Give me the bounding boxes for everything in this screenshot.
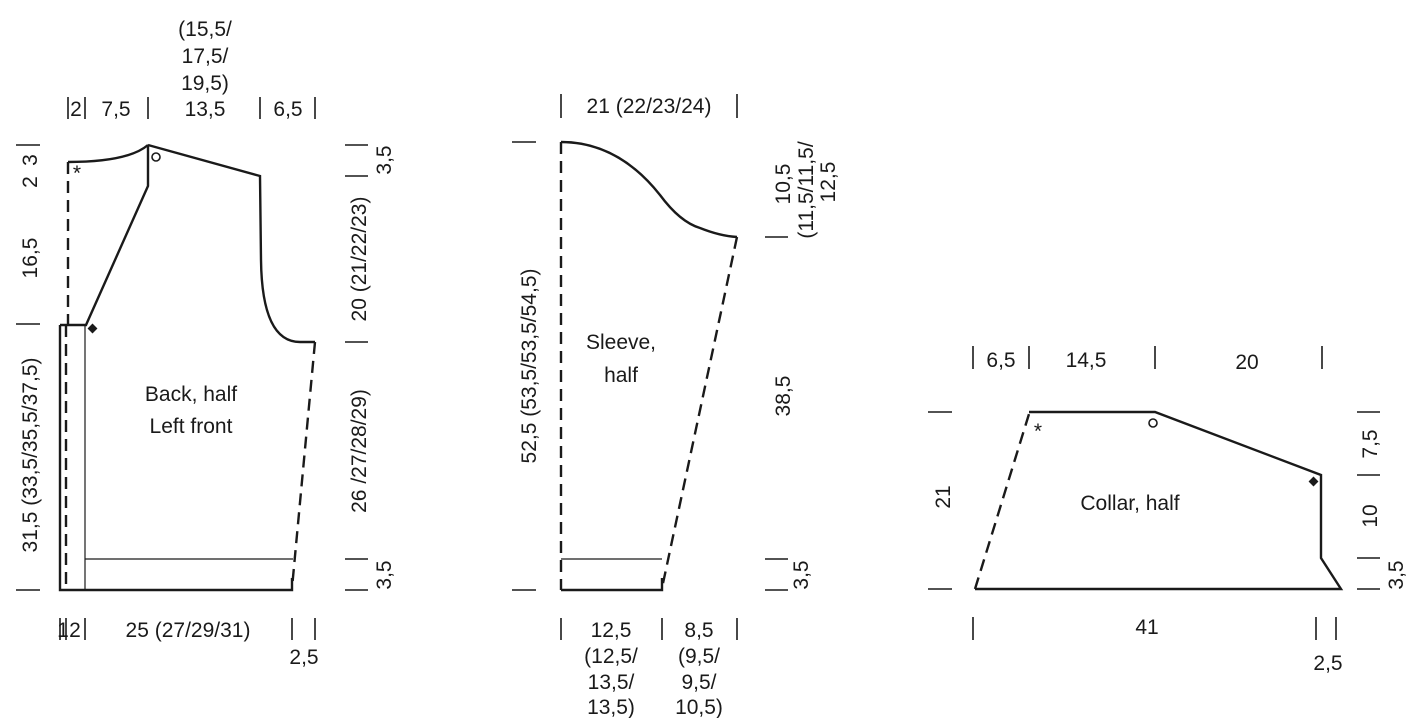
body-top-dim-neck-alt-1: (15,5/ (178, 18, 232, 41)
sleeve-bottom-dim-right-1: 8,5 (684, 619, 713, 642)
sleeve-bottom-edge (561, 578, 664, 592)
sleeve-bottom-dim-left-3: 13,5/ (588, 671, 635, 694)
sleeve-bottom-dim-left-2: (12,5/ (584, 645, 638, 668)
body-top-dim-neck: 13,5 (185, 98, 226, 121)
sleeve-right-dim-cap-alt-1: (11,5/11,5/ (795, 141, 818, 238)
body-circle-marker (151, 152, 161, 162)
sleeve-bottom-dim-left-1: 12,5 (591, 619, 632, 642)
collar-right-dim-lower: 3,5 (1385, 560, 1408, 589)
collar-circle-marker (1148, 418, 1158, 428)
body-bottom-dim-width: 25 (27/29/31) (126, 619, 251, 642)
body-bottom-edge (58, 325, 294, 592)
body-bottom-dim-side: 2,5 (289, 646, 318, 669)
body-bottom-dim-band: 1 (57, 619, 69, 642)
body-label-line-2: Left front (150, 415, 233, 438)
body-right-dim-armhole: 20 (21/22/23) (348, 197, 371, 322)
collar-top-dim-a: 6,5 (986, 349, 1015, 372)
body-side-seam (290, 341, 317, 589)
body-right-dim-rib: 3,5 (373, 560, 396, 589)
collar-right-dim-upper: 7,5 (1359, 429, 1382, 458)
body-bottom-ticks (59, 618, 316, 640)
body-top-dim-narrow: 2 (70, 98, 82, 121)
body-left-dim-neck-drop: 3 (19, 154, 42, 166)
body-left-dim-length: 31,5 (33,5/35,5/37,5) (19, 358, 42, 553)
sleeve-top-dim: 21 (22/23/24) (587, 95, 712, 118)
body-top-dim-shoulder: 7,5 (101, 98, 130, 121)
sleeve-bottom-dim-right-3: 9,5/ (681, 671, 716, 694)
sleeve-cap (560, 140, 738, 239)
body-label-line-1: Back, half (145, 383, 237, 406)
sleeve-label-line-1: Sleeve, (586, 331, 656, 354)
body-left-ticks (16, 144, 40, 591)
body-right-dim-side: 26 /27/28/29) (348, 389, 371, 513)
sleeve-right-dim-cap: 10,5 (772, 164, 795, 205)
body-top-ticks (67, 97, 316, 119)
body-diamond-marker (87, 323, 98, 334)
collar-outline (975, 410, 1344, 591)
body-left-dim-neck-narrow: 2 (19, 176, 42, 188)
sleeve-left-dim: 52,5 (53,5/53,5/54,5) (518, 269, 541, 464)
body-right-ticks (345, 144, 368, 591)
sleeve-bottom-dim-right-2: (9,5/ (678, 645, 720, 668)
collar-left-dim: 21 (932, 485, 955, 508)
body-top-dim-armhole: 6,5 (273, 98, 302, 121)
collar-top-dim-c: 20 (1235, 351, 1258, 374)
sleeve-bottom-dim-right-4: 10,5) (675, 696, 723, 718)
body-top-dim-neck-alt-3: 19,5) (181, 72, 229, 95)
collar-bottom-dim-side: 2,5 (1313, 652, 1342, 675)
collar-piece: 6,5 14,5 20 21 * Collar, half 7,5 10 3,5… (928, 346, 1408, 675)
body-back-neck (67, 144, 149, 164)
collar-label: Collar, half (1080, 492, 1179, 515)
collar-diamond-marker (1308, 476, 1319, 487)
collar-asterisk-marker: * (1034, 420, 1042, 443)
sleeve-label-line-2: half (604, 364, 638, 387)
collar-seam (973, 413, 1031, 590)
sleeve-right-dim-cap-alt-2: 12,5 (817, 162, 840, 203)
body-left-dim-armhole: 16,5 (19, 238, 42, 279)
collar-bottom-dim-width: 41 (1135, 616, 1158, 639)
body-piece: 2 7,5 (15,5/ 17,5/ 19,5) 13,5 6,5 3 2 16… (16, 18, 396, 669)
sleeve-bottom-dim-left-4: 13,5) (587, 696, 635, 718)
body-asterisk-marker: * (73, 162, 81, 185)
sleeve-piece: 21 (22/23/24) 52,5 (53,5/53,5/54,5) Slee… (512, 94, 840, 718)
body-right-dim-shoulder: 3,5 (373, 145, 396, 174)
body-front-neck (60, 145, 150, 327)
body-shoulder-armhole (147, 143, 315, 344)
body-bottom-dim-band-2: 2 (69, 619, 81, 642)
collar-right-dim-middle: 10 (1359, 504, 1382, 527)
collar-top-dim-b: 14,5 (1066, 349, 1107, 372)
sleeve-seam (660, 236, 739, 589)
body-top-dim-neck-alt-2: 17,5/ (182, 45, 229, 68)
sleeve-right-dim-rib: 3,5 (790, 560, 813, 589)
sleeve-right-dim-length: 38,5 (772, 376, 795, 417)
